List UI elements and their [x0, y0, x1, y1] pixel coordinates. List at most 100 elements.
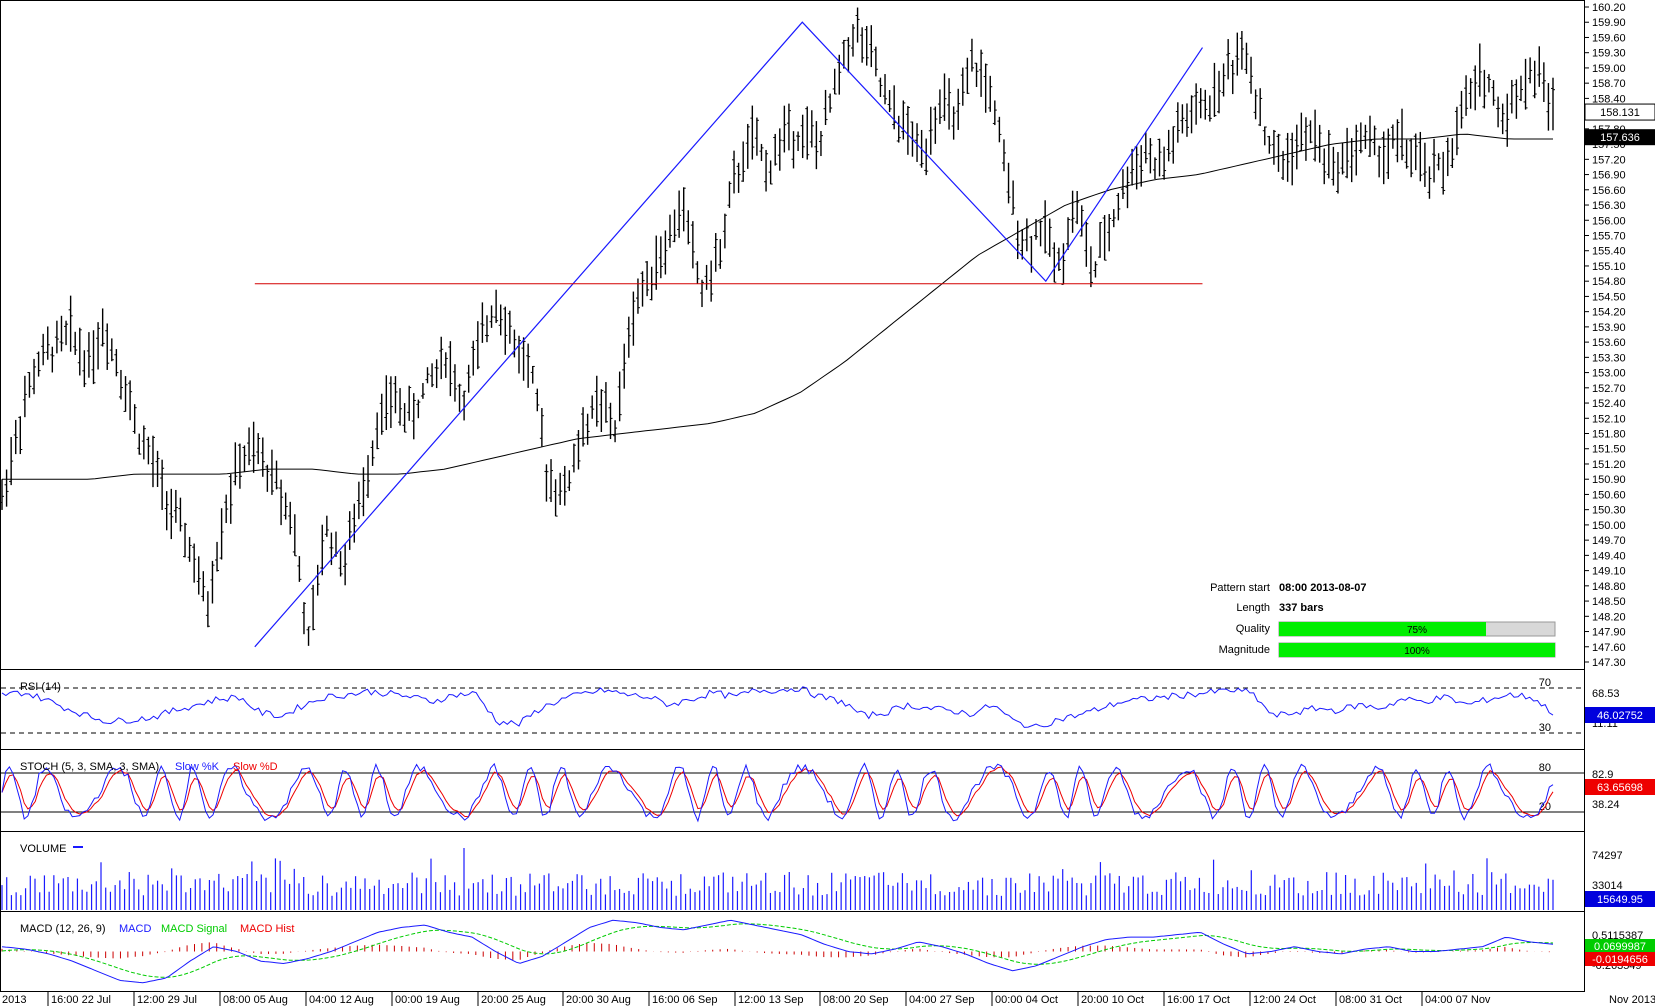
pattern-layer: [254, 21, 1203, 648]
stoch-label: STOCH (5, 3, SMA, 3, SMA): [20, 761, 159, 773]
price-tick-label: 151.80: [1592, 429, 1626, 441]
time-tick-label: 20:00 30 Aug: [566, 994, 631, 1006]
time-tick-label: 20:00 25 Aug: [481, 994, 546, 1006]
price-tick-label: 149.70: [1592, 535, 1626, 547]
pattern-info: Pattern start 08:00 2013-08-07 Length 33…: [1210, 582, 1556, 658]
macd-line: [1, 919, 1554, 984]
macd-current-value: 0.0699987: [1594, 941, 1646, 953]
time-tick-label: 16:00 17 Oct: [1167, 994, 1230, 1006]
price-tick-label: 152.40: [1592, 398, 1626, 410]
price-bars: [0, 7, 1555, 646]
magnitude-bar-fill: [1279, 643, 1555, 657]
magnitude-label: Magnitude: [1219, 644, 1270, 656]
price-tick-label: 152.70: [1592, 383, 1626, 395]
quality-label: Quality: [1236, 623, 1271, 635]
time-tick-label: 12:00 24 Oct: [1253, 994, 1316, 1006]
price-tick-label: 159.90: [1592, 17, 1626, 29]
stoch-current-badge: [1585, 779, 1655, 795]
time-tick-label: 04:00 07 Nov: [1425, 994, 1491, 1006]
quality-value-text: 75%: [1407, 625, 1427, 636]
price-tick-label: 154.20: [1592, 307, 1626, 319]
price-tick-label: 153.00: [1592, 368, 1626, 380]
price-tick-label: 154.80: [1592, 276, 1626, 288]
price-tick-label: 156.30: [1592, 200, 1626, 212]
macd-label: MACD (12, 26, 9): [20, 923, 106, 935]
price-tick-label: 149.10: [1592, 566, 1626, 578]
price-tick-label: 158.40: [1592, 93, 1626, 105]
volume-current-value: 15649.95: [1597, 894, 1643, 906]
macd-current-badge: [1585, 939, 1655, 953]
price-tick-label: 156.90: [1592, 170, 1626, 182]
price-tick-label: 150.30: [1592, 505, 1626, 517]
length-label: Length: [1236, 602, 1270, 614]
time-tick-label: 04:00 12 Aug: [309, 994, 374, 1006]
macd-line-label: MACD: [119, 923, 151, 935]
volume-label: VOLUME: [20, 843, 66, 855]
price-tick-label: 155.70: [1592, 230, 1626, 242]
macd-panel-frame: [0, 911, 1585, 992]
stoch-current-value: 63.65698: [1597, 782, 1643, 794]
current-price-badge: [1584, 103, 1655, 121]
price-tick-label: 152.10: [1592, 413, 1626, 425]
ma-value-badge: [1585, 129, 1655, 146]
price-tick-label: 156.00: [1592, 215, 1626, 227]
macd-signal-label: MACD Signal: [161, 923, 227, 935]
time-tick-label: 16:00 06 Sep: [652, 994, 717, 1006]
pattern-zigzag-line: [254, 21, 1203, 648]
quality-bar-fill: [1279, 622, 1486, 636]
macd-panel: MACD (12, 26, 9) MACD MACD Signal MACD H…: [1, 919, 1655, 984]
macd-signal-line: [1, 923, 1554, 978]
time-tick-label: 2013: [2, 994, 26, 1006]
time-tick-label: 20:00 10 Oct: [1081, 994, 1144, 1006]
volume-panel: VOLUME 74297 33014 15649.95: [1, 843, 1655, 910]
price-tick-label: 156.60: [1592, 185, 1626, 197]
time-tick-label: 00:00 19 Aug: [395, 994, 460, 1006]
macd-hist-current-value: -0.0194656: [1592, 954, 1648, 966]
rsi-level-70-label: 70: [1539, 677, 1551, 689]
time-tick-label: 00:00 04 Oct: [995, 994, 1058, 1006]
price-tick-label: 154.50: [1592, 291, 1626, 303]
main-panel-frame: [0, 0, 1585, 670]
volume-current-badge: [1585, 891, 1655, 907]
macd-histogram: [1, 942, 1550, 960]
price-tick-label: 148.80: [1592, 581, 1626, 593]
time-tick-label: 12:00 29 Jul: [137, 994, 197, 1006]
macd-hist-current-badge: [1585, 952, 1655, 966]
rsi-current-value: 46.02752: [1597, 710, 1643, 722]
price-tick-label: 147.30: [1592, 657, 1626, 669]
price-tick-label: 155.40: [1592, 246, 1626, 258]
price-tick-label: 148.20: [1592, 611, 1626, 623]
stoch-axis-label-high: 82.9: [1592, 769, 1613, 781]
rsi-current-badge: [1585, 707, 1655, 723]
price-tick-label: 159.00: [1592, 63, 1626, 75]
price-tick-label: 147.90: [1592, 627, 1626, 639]
length-value: 337 bars: [1279, 602, 1324, 614]
pattern-start-label: Pattern start: [1210, 582, 1270, 594]
ma-value-text: 157.636: [1600, 132, 1640, 144]
price-tick-label: 157.20: [1592, 154, 1626, 166]
rsi-level-30-label: 30: [1539, 722, 1551, 734]
price-tick-label: 151.20: [1592, 459, 1626, 471]
magnitude-value-text: 100%: [1404, 646, 1430, 657]
time-tick-label: 08:00 31 Oct: [1339, 994, 1402, 1006]
volume-axis-label-high: 74297: [1592, 850, 1623, 862]
time-tick-label: 16:00 22 Jul: [51, 994, 111, 1006]
time-tick-label: 08:00 05 Aug: [223, 994, 288, 1006]
price-tick-label: 150.60: [1592, 489, 1626, 501]
time-tick-label: 08:00 20 Sep: [823, 994, 888, 1006]
rsi-line: [1, 686, 1554, 728]
time-tick-label: Nov 2013: [1609, 994, 1655, 1006]
stoch-level-80-label: 80: [1539, 762, 1551, 774]
moving-average-line: [2, 133, 1553, 480]
price-tick-label: 160.20: [1592, 2, 1626, 14]
price-tick-label: 153.90: [1592, 322, 1626, 334]
price-tick-label: 147.60: [1592, 642, 1626, 654]
stoch-axis-label-low: 38.24: [1592, 799, 1620, 811]
price-tick-label: 159.60: [1592, 32, 1626, 44]
price-tick-label: 155.10: [1592, 261, 1626, 273]
current-price-value: 158.131: [1600, 107, 1640, 119]
price-tick-label: 153.60: [1592, 337, 1626, 349]
price-tick-label: 148.50: [1592, 596, 1626, 608]
rsi-label: RSI (14): [20, 681, 61, 693]
